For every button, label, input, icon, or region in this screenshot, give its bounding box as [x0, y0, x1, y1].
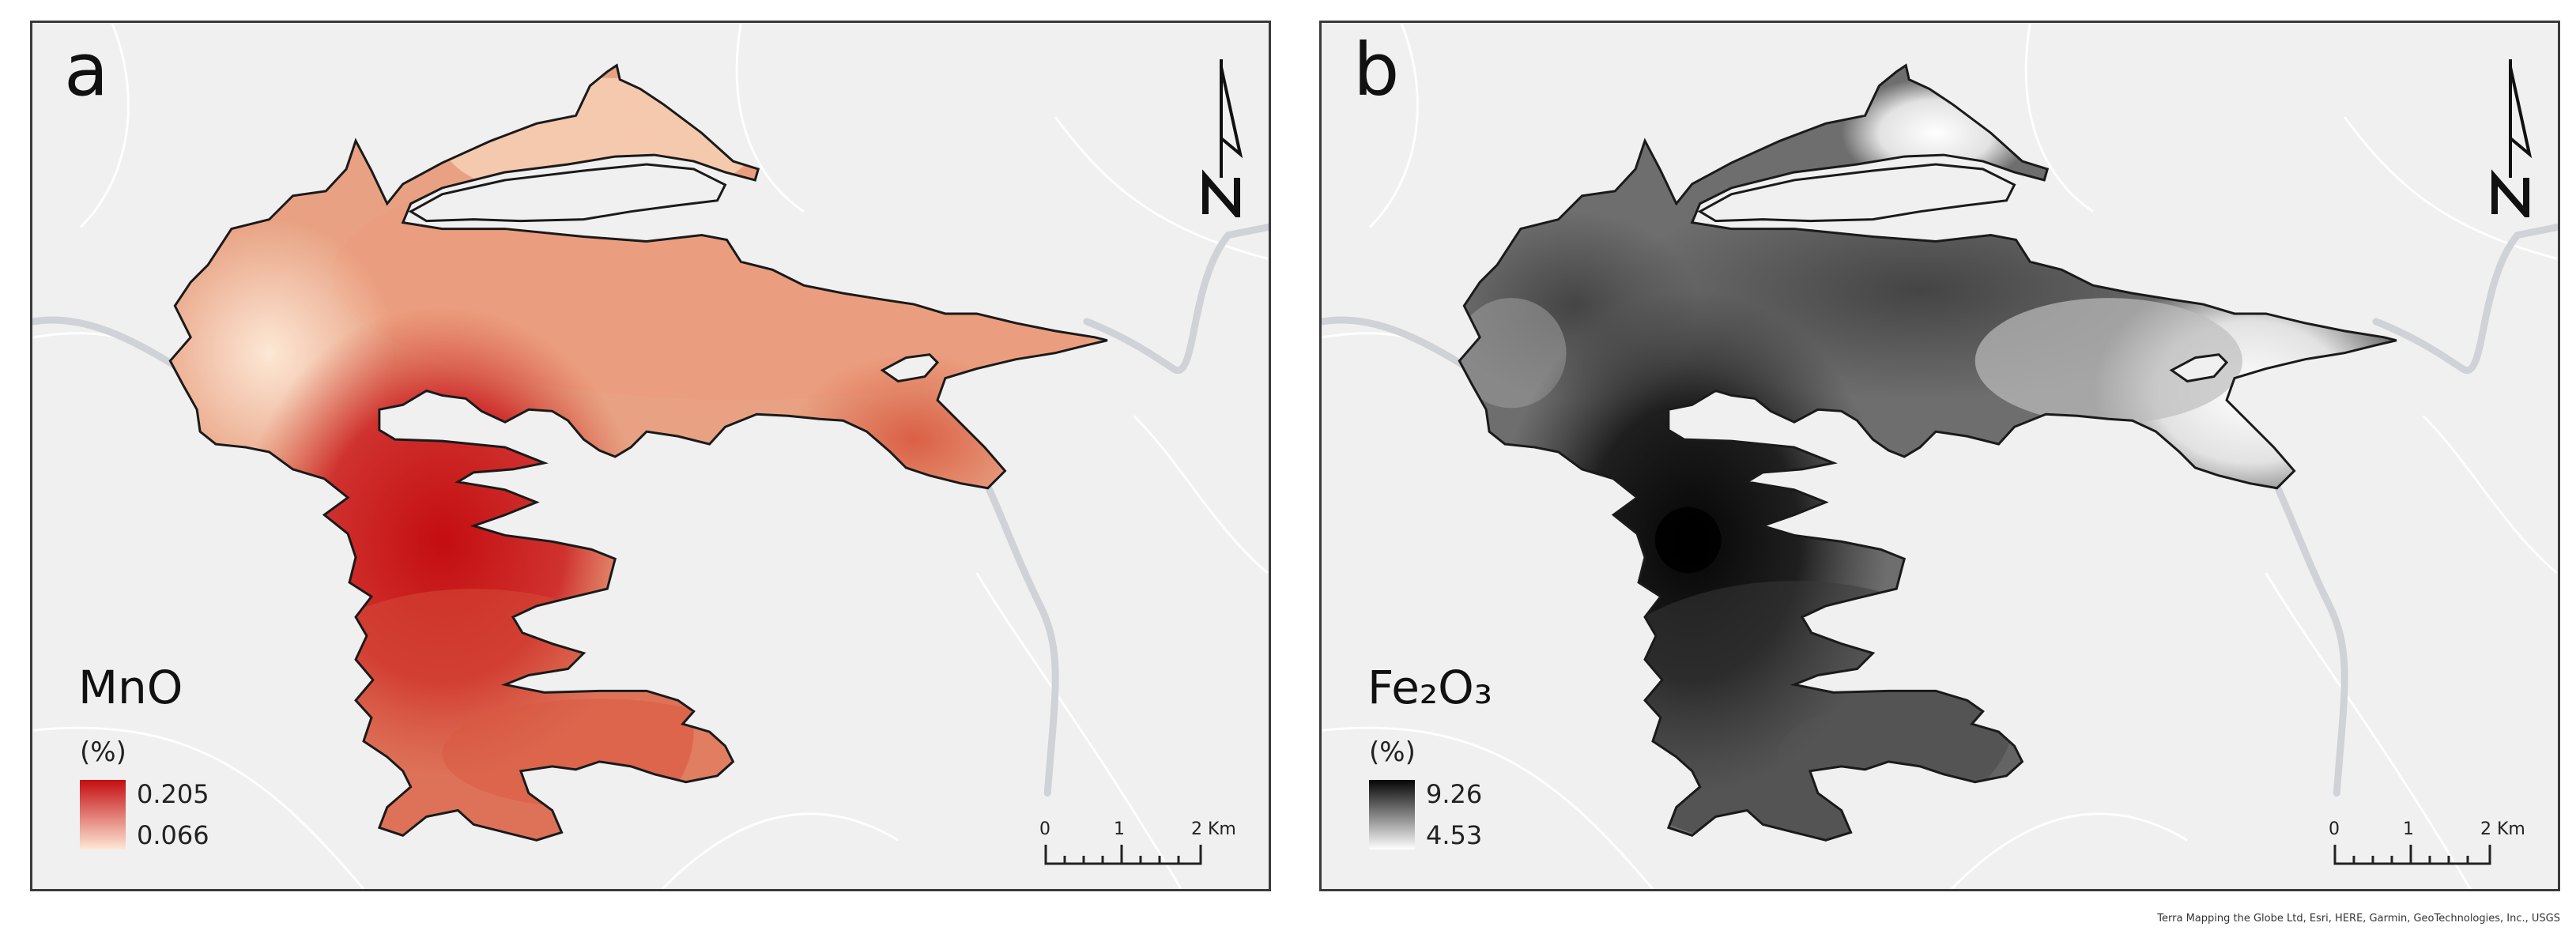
panel-label: b — [1353, 28, 1400, 112]
legend-color-ramp — [80, 780, 126, 849]
legend-max-value: 9.26 — [1426, 779, 1483, 809]
legend-title: Fe₂O₃ — [1367, 661, 1493, 714]
scale-bar: 0 1 2 Km — [1039, 819, 1269, 884]
legend-min-value: 0.066 — [137, 820, 209, 850]
north-arrow-icon — [1202, 59, 1243, 217]
north-arrow-icon — [2491, 59, 2533, 217]
scale-label: 2 Km — [2480, 819, 2525, 839]
legend-title: MnO — [78, 661, 183, 714]
legend: MnO (%) 0.205 0.066 — [78, 665, 331, 870]
map-panel-fe2o3[interactable]: b Fe₂O₃ (%) 9.26 4.53 0 1 2 Km — [1319, 21, 2560, 891]
scale-label: 0 — [1039, 819, 1050, 839]
scale-label: 1 — [1114, 819, 1125, 839]
legend-min-value: 4.53 — [1426, 820, 1483, 850]
scale-ticks — [1044, 845, 1202, 865]
scale-bar: 0 1 2 Km — [2329, 819, 2558, 884]
scale-label: 0 — [2329, 819, 2340, 839]
legend-max-value: 0.205 — [137, 779, 209, 809]
map-attribution: Terra Mapping the Globe Ltd, Esri, HERE,… — [2157, 913, 2560, 925]
legend: Fe₂O₃ (%) 9.26 4.53 — [1367, 665, 1620, 870]
legend-unit: (%) — [80, 736, 126, 768]
map-canvas[interactable] — [32, 23, 1269, 889]
panel-label: a — [64, 28, 109, 112]
legend-color-ramp — [1369, 780, 1415, 849]
map-panel-mno[interactable]: a MnO (%) 0.205 0.066 0 1 2 Km — [30, 21, 1271, 891]
map-canvas[interactable] — [1322, 23, 2558, 889]
scale-ticks — [2333, 845, 2491, 865]
scale-label: 2 Km — [1191, 819, 1236, 839]
legend-unit: (%) — [1369, 736, 1416, 768]
scale-label: 1 — [2403, 819, 2414, 839]
